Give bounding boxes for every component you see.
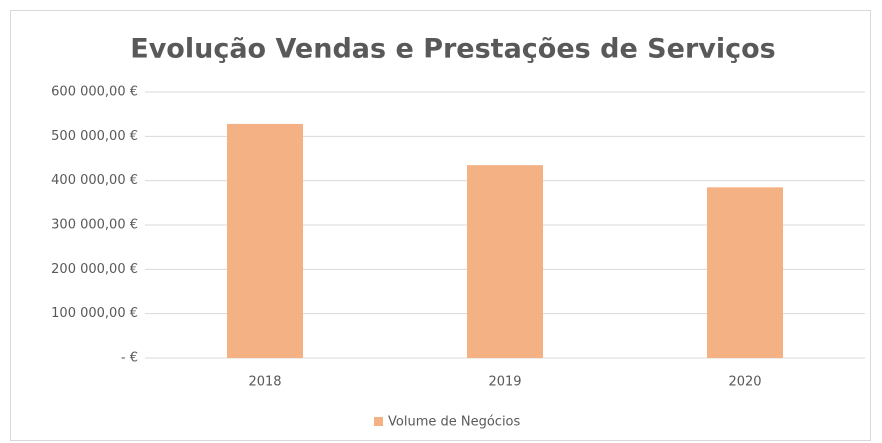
bar [467,165,543,358]
legend-label: Volume de Negócios [388,415,521,430]
bar [227,123,303,358]
y-tick-label: - € [121,351,138,366]
chart-title: Evolução Vendas e Prestações de Serviços [130,34,775,65]
y-tick-label: 100 000,00 € [51,306,138,321]
x-tick-label: 2018 [248,375,281,390]
legend-swatch [374,417,383,426]
x-tick-label: 2020 [728,375,761,390]
bar [707,187,783,358]
y-tick-label: 300 000,00 € [51,218,138,233]
x-tick-label: 2019 [488,375,521,390]
y-tick-label: 200 000,00 € [51,262,138,277]
y-tick-label: 500 000,00 € [51,129,138,144]
y-tick-label: 600 000,00 € [51,85,138,100]
y-tick-label: 400 000,00 € [51,173,138,188]
